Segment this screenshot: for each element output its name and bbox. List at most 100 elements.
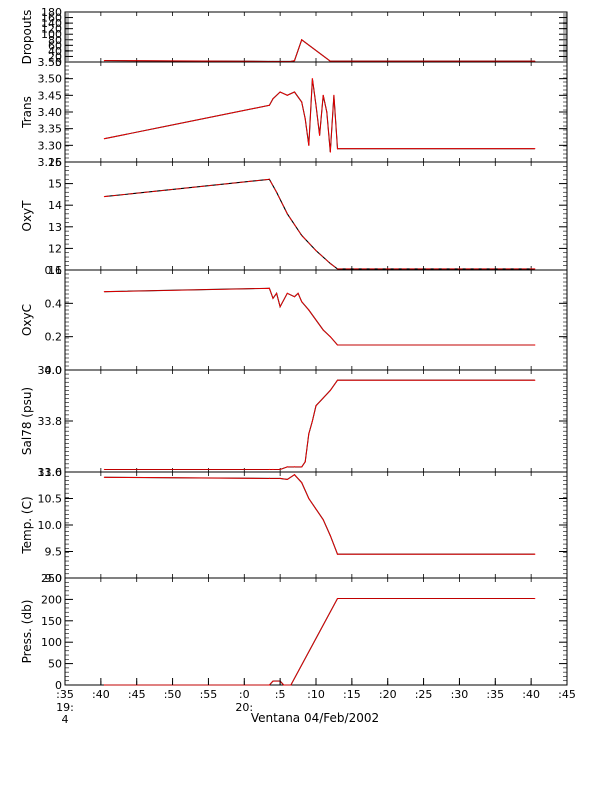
series-line-overlay (104, 474, 535, 555)
panel-frame (64, 471, 568, 579)
data-point (279, 477, 281, 479)
panel-5: 33.6 33.8 34.0 Sal78 (psu) (20, 364, 568, 479)
data-point (279, 91, 281, 93)
x-tick-label: :45 (558, 688, 576, 701)
series-line-primary (104, 38, 535, 62)
y-tick-label: 33.8 (38, 415, 63, 428)
x-tick-label: :40 (92, 688, 110, 701)
y-tick-label: 0 (55, 679, 62, 692)
series-line-primary (104, 597, 535, 686)
data-point (315, 319, 317, 321)
data-point (329, 60, 331, 62)
x-tick-label: :35 (486, 688, 504, 701)
y-tick-label: 11 (48, 264, 62, 277)
data-point (272, 468, 274, 471)
data-point (336, 379, 339, 381)
data-point (329, 262, 331, 265)
data-point (103, 468, 106, 471)
x-axis-title: Ventana 04/Feb/2002 (251, 711, 379, 725)
series-line-overlay (104, 178, 535, 270)
y-axis-title: Sal78 (psu) (20, 387, 34, 455)
data-point (315, 508, 317, 510)
panel-frame (64, 161, 568, 271)
data-point (293, 466, 296, 468)
y-tick-label: 3.55 (38, 56, 63, 69)
data-point (272, 98, 274, 100)
data-point (308, 497, 310, 500)
x-tick-label: :40 (522, 688, 540, 701)
y-tick-label: 10.0 (38, 519, 63, 532)
y-axis-title: Press. (db) (20, 600, 34, 664)
data-point (301, 466, 303, 468)
data-point (286, 478, 288, 481)
data-point (279, 468, 281, 471)
data-point (293, 474, 296, 476)
data-point (103, 684, 106, 686)
data-point (297, 292, 299, 294)
data-point (308, 309, 310, 311)
data-point (268, 477, 270, 479)
y-tick-label: 3.50 (38, 73, 63, 86)
data-point (268, 287, 270, 289)
data-point (279, 306, 281, 308)
y-tick-label: 34.0 (38, 364, 63, 377)
y-axis-title: Dropouts (20, 10, 34, 65)
y-tick-label: 0.4 (45, 297, 63, 310)
data-point (329, 336, 331, 338)
x-tick-sublabel: 4 (62, 713, 69, 726)
data-point (315, 405, 317, 407)
y-tick-label: 180 (41, 6, 62, 19)
y-tick-label: 100 (41, 636, 62, 649)
data-point (272, 680, 274, 682)
data-point (308, 144, 310, 146)
data-point (329, 151, 331, 153)
y-tick-label: 3.45 (38, 89, 63, 102)
data-point (293, 60, 296, 62)
data-point (103, 291, 106, 293)
data-point (286, 94, 288, 96)
data-point (308, 433, 310, 435)
panel-2: 3.25 3.30 3.35 3.40 3.45 3.50 3.55 Trans (20, 56, 568, 169)
x-tick-label: :20 (379, 688, 397, 701)
data-point (301, 39, 303, 41)
data-point (283, 684, 285, 686)
series-line-overlay (104, 287, 535, 346)
data-point (268, 104, 270, 106)
series-line-overlay (104, 379, 535, 470)
data-point (268, 178, 270, 180)
data-point (534, 553, 536, 555)
x-tick-label: :10 (307, 688, 325, 701)
panel-frame (64, 11, 568, 63)
data-point (286, 466, 288, 468)
data-point (336, 344, 339, 346)
panel-frame (64, 369, 568, 473)
data-point (103, 195, 106, 198)
y-tick-label: 11.0 (38, 466, 63, 479)
series-line-primary (104, 287, 535, 346)
data-point (293, 296, 296, 298)
x-tick-label: :15 (343, 688, 361, 701)
x-tick-label: :50 (164, 688, 182, 701)
y-tick-label: 10.5 (38, 493, 63, 506)
data-point (275, 292, 278, 294)
data-point (534, 597, 536, 600)
x-tick-sublabel: 20: (235, 701, 253, 714)
data-point (311, 420, 314, 422)
y-tick-label: 0.0 (45, 364, 63, 377)
y-tick-label: 0.2 (45, 331, 63, 344)
y-tick-label: 160 (41, 12, 62, 25)
data-point (336, 597, 339, 600)
series-line-primary (104, 78, 535, 153)
x-tick-sublabel: 19: (56, 701, 74, 714)
panel-6: 9.0 9.5 10.0 10.5 11.0 Temp. (C) (20, 466, 568, 585)
y-tick-label: 12 (48, 242, 62, 255)
x-tick-label: :5 (275, 688, 286, 701)
x-tick-label: :25 (415, 688, 433, 701)
data-point (534, 379, 536, 381)
data-point (534, 344, 536, 346)
data-point (322, 397, 324, 399)
data-point (322, 329, 324, 331)
data-point (301, 101, 303, 103)
